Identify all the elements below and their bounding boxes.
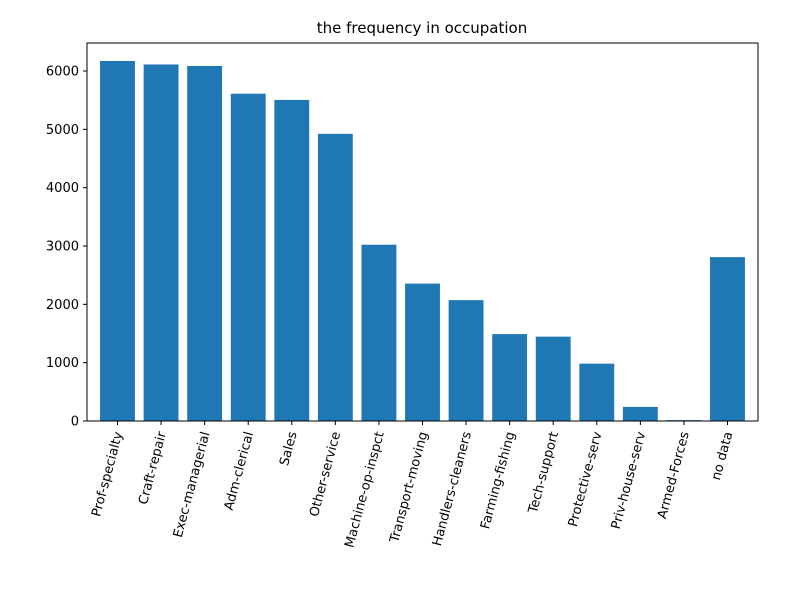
bars-group (100, 60, 745, 422)
y-tick-label: 4000 (46, 181, 79, 196)
y-tick-label: 0 (71, 415, 79, 430)
bar-sales (274, 99, 310, 422)
x-tick-label: Machine-op-inspct (342, 430, 387, 549)
bar-prof-specialty (100, 60, 135, 421)
bar-transport-moving (405, 283, 440, 422)
y-tick-label: 3000 (46, 240, 79, 255)
x-tick-label: Armed-Forces (655, 430, 693, 521)
x-tick-label: Prof-specialty (89, 430, 126, 519)
y-tick-label: 1000 (46, 356, 79, 371)
bar-priv-house-serv (622, 406, 658, 421)
bar-tech-support (535, 336, 571, 421)
x-tick-label: Other-service (307, 430, 344, 518)
y-tick-label: 6000 (46, 65, 79, 80)
x-tick-label: Tech-support (526, 430, 562, 516)
bar-machine-op-inspct (361, 244, 397, 421)
plot-frame (86, 42, 759, 422)
x-tick-label: no data (709, 430, 736, 482)
x-tick-label: Exec-managerial (171, 430, 214, 539)
x-tick-label: Craft-repair (136, 430, 170, 507)
x-tick-label: Protective-serv (566, 430, 606, 529)
x-tick-label: Adm-clerical (222, 430, 257, 512)
bar-adm-clerical (230, 93, 266, 421)
bar-farming-fishing (492, 334, 528, 421)
bar-other-service (317, 133, 353, 421)
x-tick-label: Farming-fishing (478, 430, 518, 531)
bar-protective-serv (579, 363, 615, 421)
y-tick-label: 5000 (46, 123, 79, 138)
chart-title: the frequency in occupation (317, 19, 527, 37)
bar-craft-repair (143, 64, 179, 421)
x-tick-label: Sales (277, 430, 301, 468)
bar-no-data (710, 257, 745, 421)
x-tick-label: Handlers-cleaners (430, 430, 475, 548)
bar-handlers-cleaners (448, 300, 484, 421)
x-tick-label: Priv-house-serv (609, 430, 650, 531)
y-tick-label: 2000 (46, 298, 79, 313)
y-axis: 0 1000 2000 3000 4000 5000 6000 (46, 65, 87, 430)
bar-exec-managerial (187, 65, 223, 421)
x-axis: Prof-specialty Craft-repair Exec-manageria… (89, 421, 736, 549)
x-tick-label: Transport-moving (387, 430, 431, 545)
